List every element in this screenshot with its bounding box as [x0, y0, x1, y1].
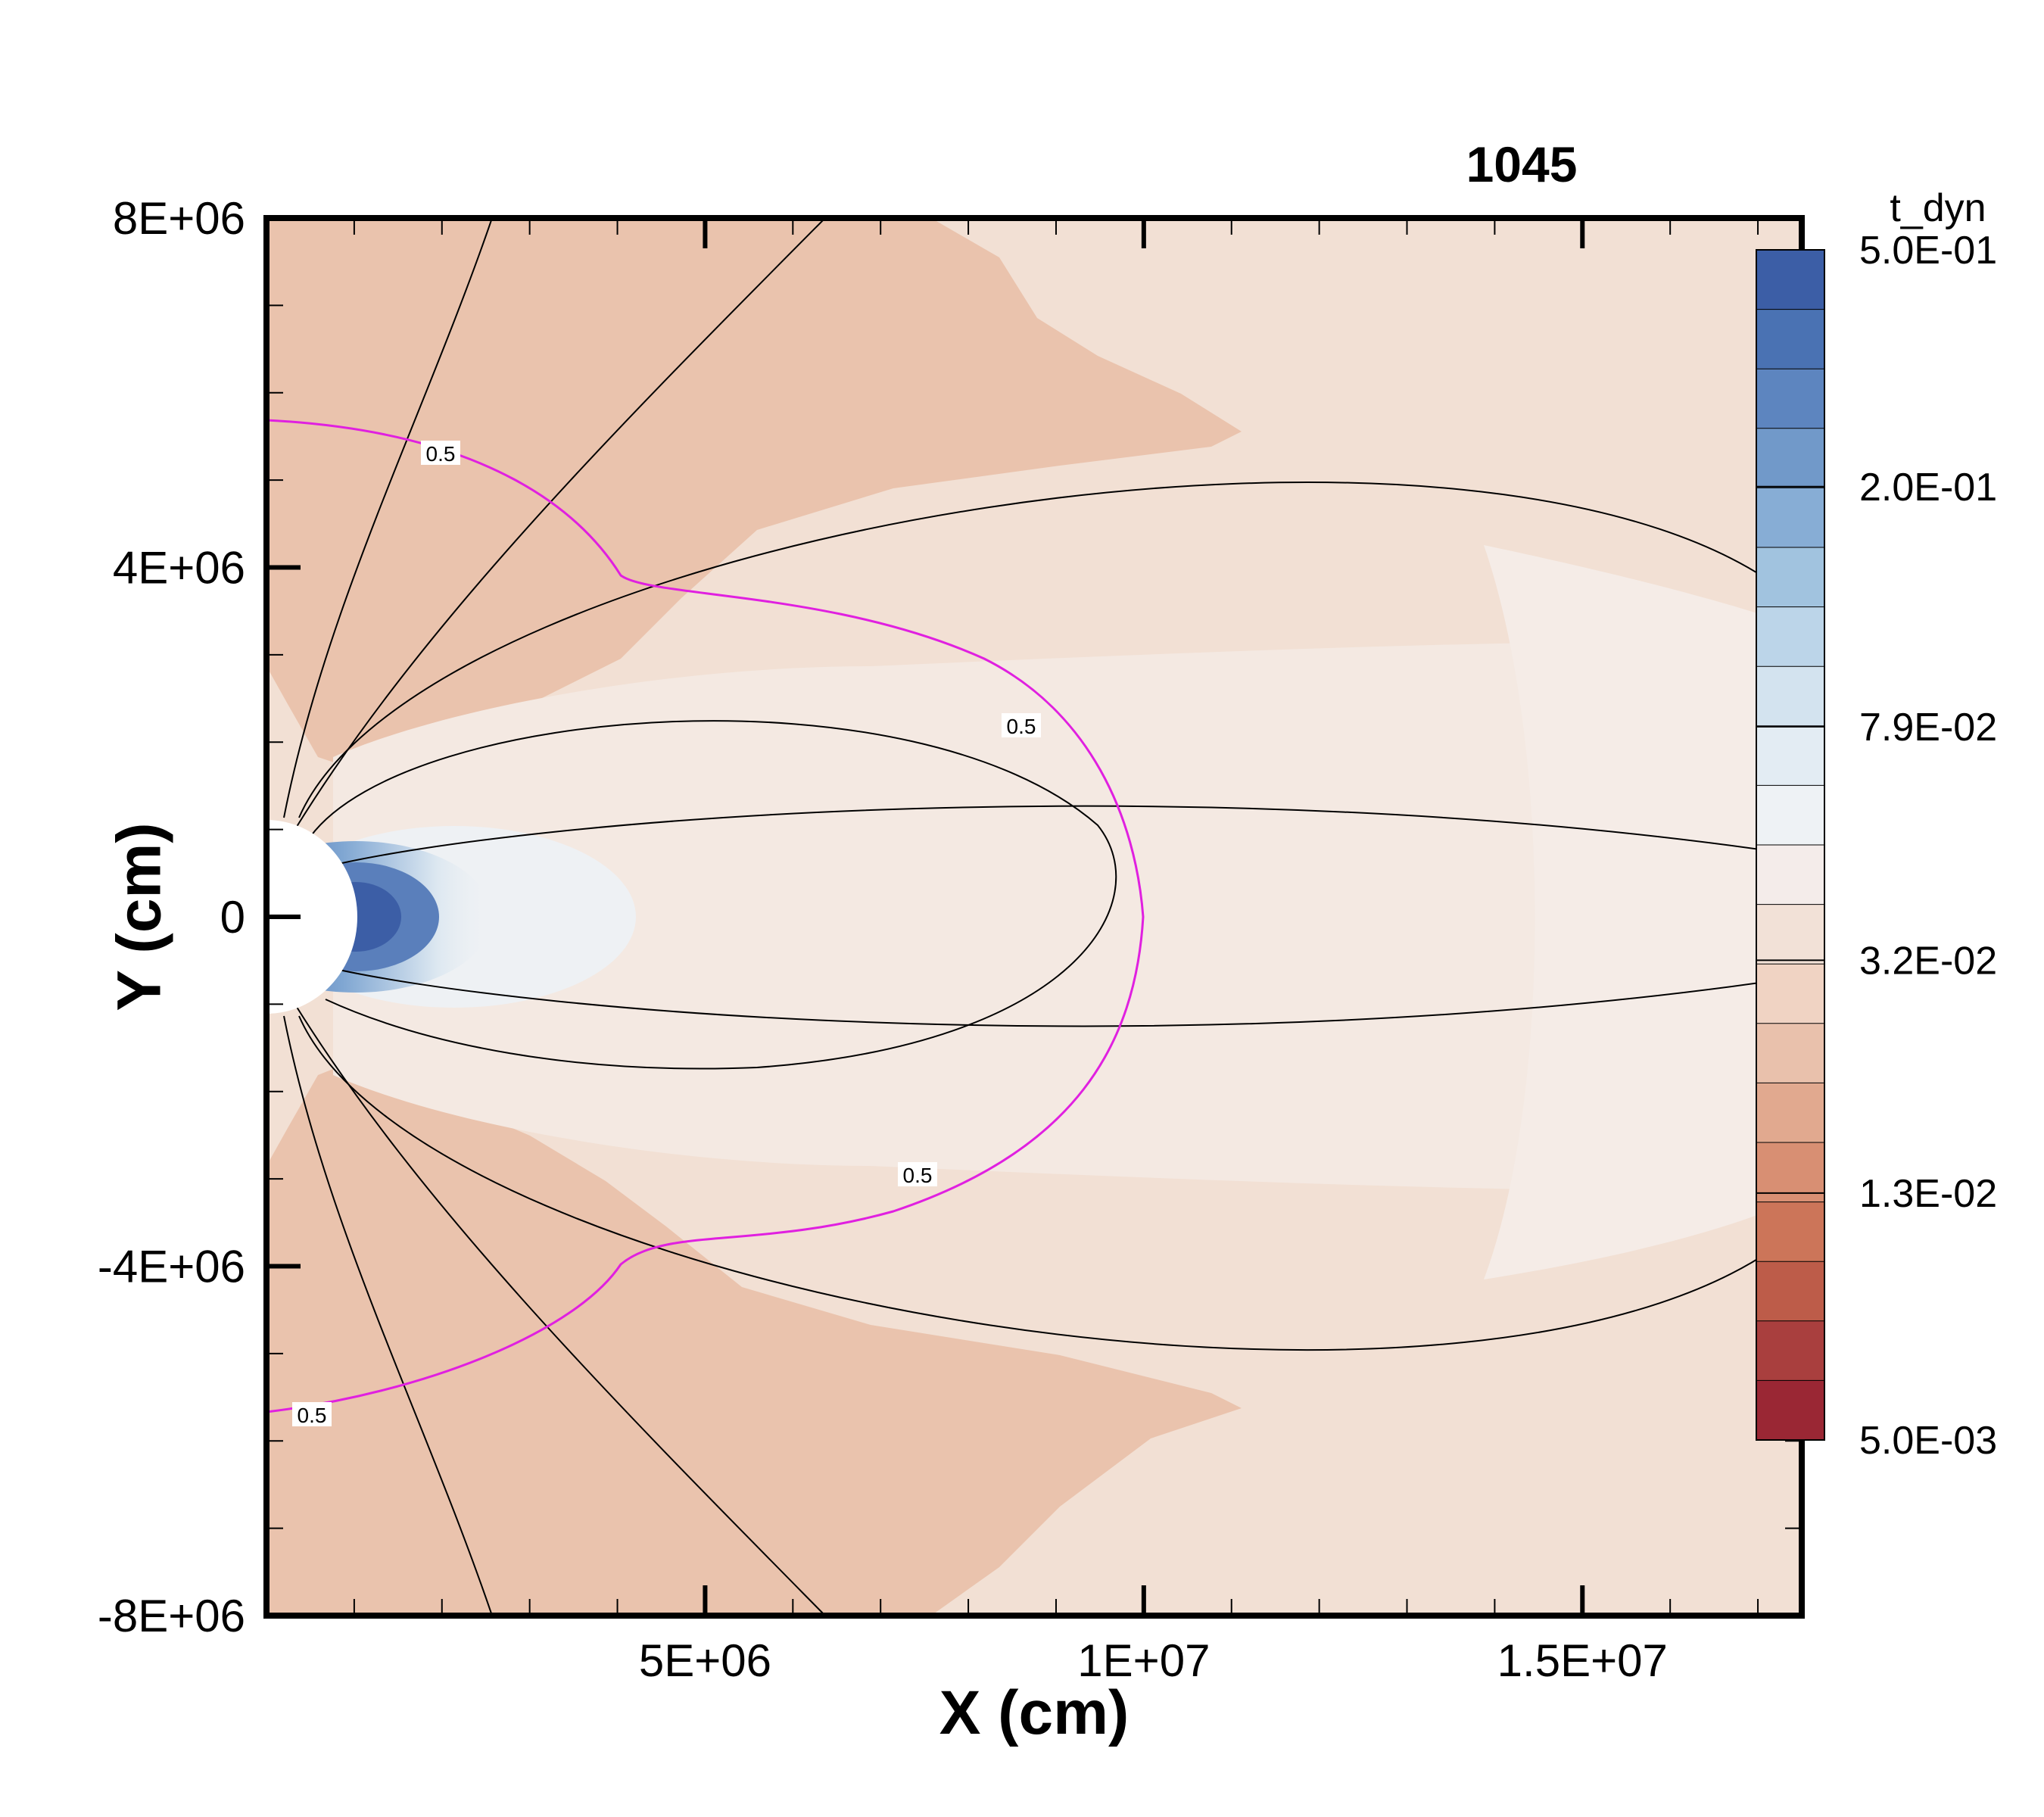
colorbar-swatch — [1756, 1201, 1824, 1262]
colorbar-swatch — [1756, 1083, 1824, 1143]
x-tick-label: 5E+06 — [639, 1635, 771, 1686]
svg-text:0.5: 0.5 — [426, 442, 456, 466]
y-tick-label: -8E+06 — [98, 1591, 245, 1641]
colorbar-tick-label: 1.3E-02 — [1859, 1172, 1997, 1216]
colorbar-swatch — [1756, 845, 1824, 905]
colorbar-swatch — [1756, 309, 1824, 369]
y-tick-label: 4E+06 — [113, 543, 245, 594]
svg-text:0.5: 0.5 — [298, 1404, 327, 1427]
x-axis-title: X (cm) — [939, 1678, 1129, 1747]
svg-text:0.5: 0.5 — [1007, 715, 1036, 738]
x-tick-label: 1.5E+07 — [1497, 1635, 1668, 1686]
contour-05 — [266, 419, 1145, 1413]
inner-pale-region — [333, 641, 1802, 1191]
colorbar-tick-label: 5.0E-01 — [1859, 229, 1997, 273]
colorbar-tick-label: 3.2E-02 — [1859, 939, 1997, 983]
colorbar-swatch — [1756, 606, 1824, 667]
colorbar-tick-label: 2.0E-01 — [1859, 466, 1997, 510]
contour-label-2: 0.5 — [1002, 713, 1041, 738]
inner-boundary-mask — [266, 820, 357, 1014]
contour-label-3: 0.5 — [898, 1162, 937, 1187]
contour-label-4: 0.5 — [292, 1402, 332, 1427]
svg-text:0.5: 0.5 — [903, 1164, 933, 1187]
y-tick-label: -4E+06 — [98, 1242, 245, 1292]
colorbar-swatch — [1756, 1261, 1824, 1322]
colorbar-swatch — [1756, 785, 1824, 846]
colorbar-levels — [1756, 250, 1824, 1441]
colorbar-swatch — [1756, 964, 1824, 1024]
colorbar-labels: 5.0E-01 2.0E-01 7.9E-02 3.2E-02 1.3E-02 5.0E-… — [1756, 229, 1997, 1463]
x-axis-ticks: 5E+06 1E+07 1.5E+07 — [353, 218, 1759, 1686]
y-tick-label: 8E+06 — [113, 193, 245, 244]
colorbar-swatch — [1756, 1380, 1824, 1441]
plot-title: 1045 — [1466, 136, 1578, 192]
lower-warm-region — [266, 1060, 1242, 1616]
colorbar-swatch — [1756, 547, 1824, 608]
contour-labels: 0.5 0.5 0.5 0.5 — [292, 441, 1041, 1427]
colorbar-swatch — [1756, 369, 1824, 429]
y-axis: 8E+06 4E+06 0 -4E+06 -8E+06 Y (cm) — [98, 193, 1802, 1641]
colorbar-swatch — [1756, 250, 1824, 310]
upper-warm-region — [266, 218, 1242, 772]
colorbar-tick-label: 7.9E-02 — [1859, 706, 1997, 750]
colorbar-swatch — [1756, 904, 1824, 965]
colorbar: t_dyn 5.0E-01 2.0E-01 7.9E-02 3.2E-02 1.3E-0… — [1756, 186, 1997, 1463]
colorbar-tick-label: 5.0E-03 — [1859, 1419, 1997, 1463]
colorbar-title: t_dyn — [1890, 186, 1986, 230]
title-text: 1045 — [1466, 136, 1578, 192]
heatmap-field: 0.5 0.5 0.5 0.5 — [266, 218, 1802, 1616]
colorbar-swatch — [1756, 1320, 1824, 1381]
y-tick-label: 0 — [220, 892, 245, 943]
contour-label-1: 0.5 — [421, 441, 460, 466]
colorbar-swatch — [1756, 428, 1824, 488]
colorbar-swatch — [1756, 1023, 1824, 1083]
field-lines — [283, 218, 1802, 1616]
colorbar-swatch — [1756, 725, 1824, 786]
y-axis-title: Y (cm) — [105, 822, 174, 1011]
x-tick-label: 1E+07 — [1077, 1635, 1210, 1686]
colorbar-swatch — [1756, 666, 1824, 727]
x-axis: 5E+06 1E+07 1.5E+07 X (cm) — [353, 218, 1759, 1747]
y-axis-ticks: 8E+06 4E+06 0 -4E+06 -8E+06 — [98, 193, 1802, 1641]
colorbar-swatch — [1756, 488, 1824, 548]
far-pale-band — [1484, 545, 1802, 1279]
